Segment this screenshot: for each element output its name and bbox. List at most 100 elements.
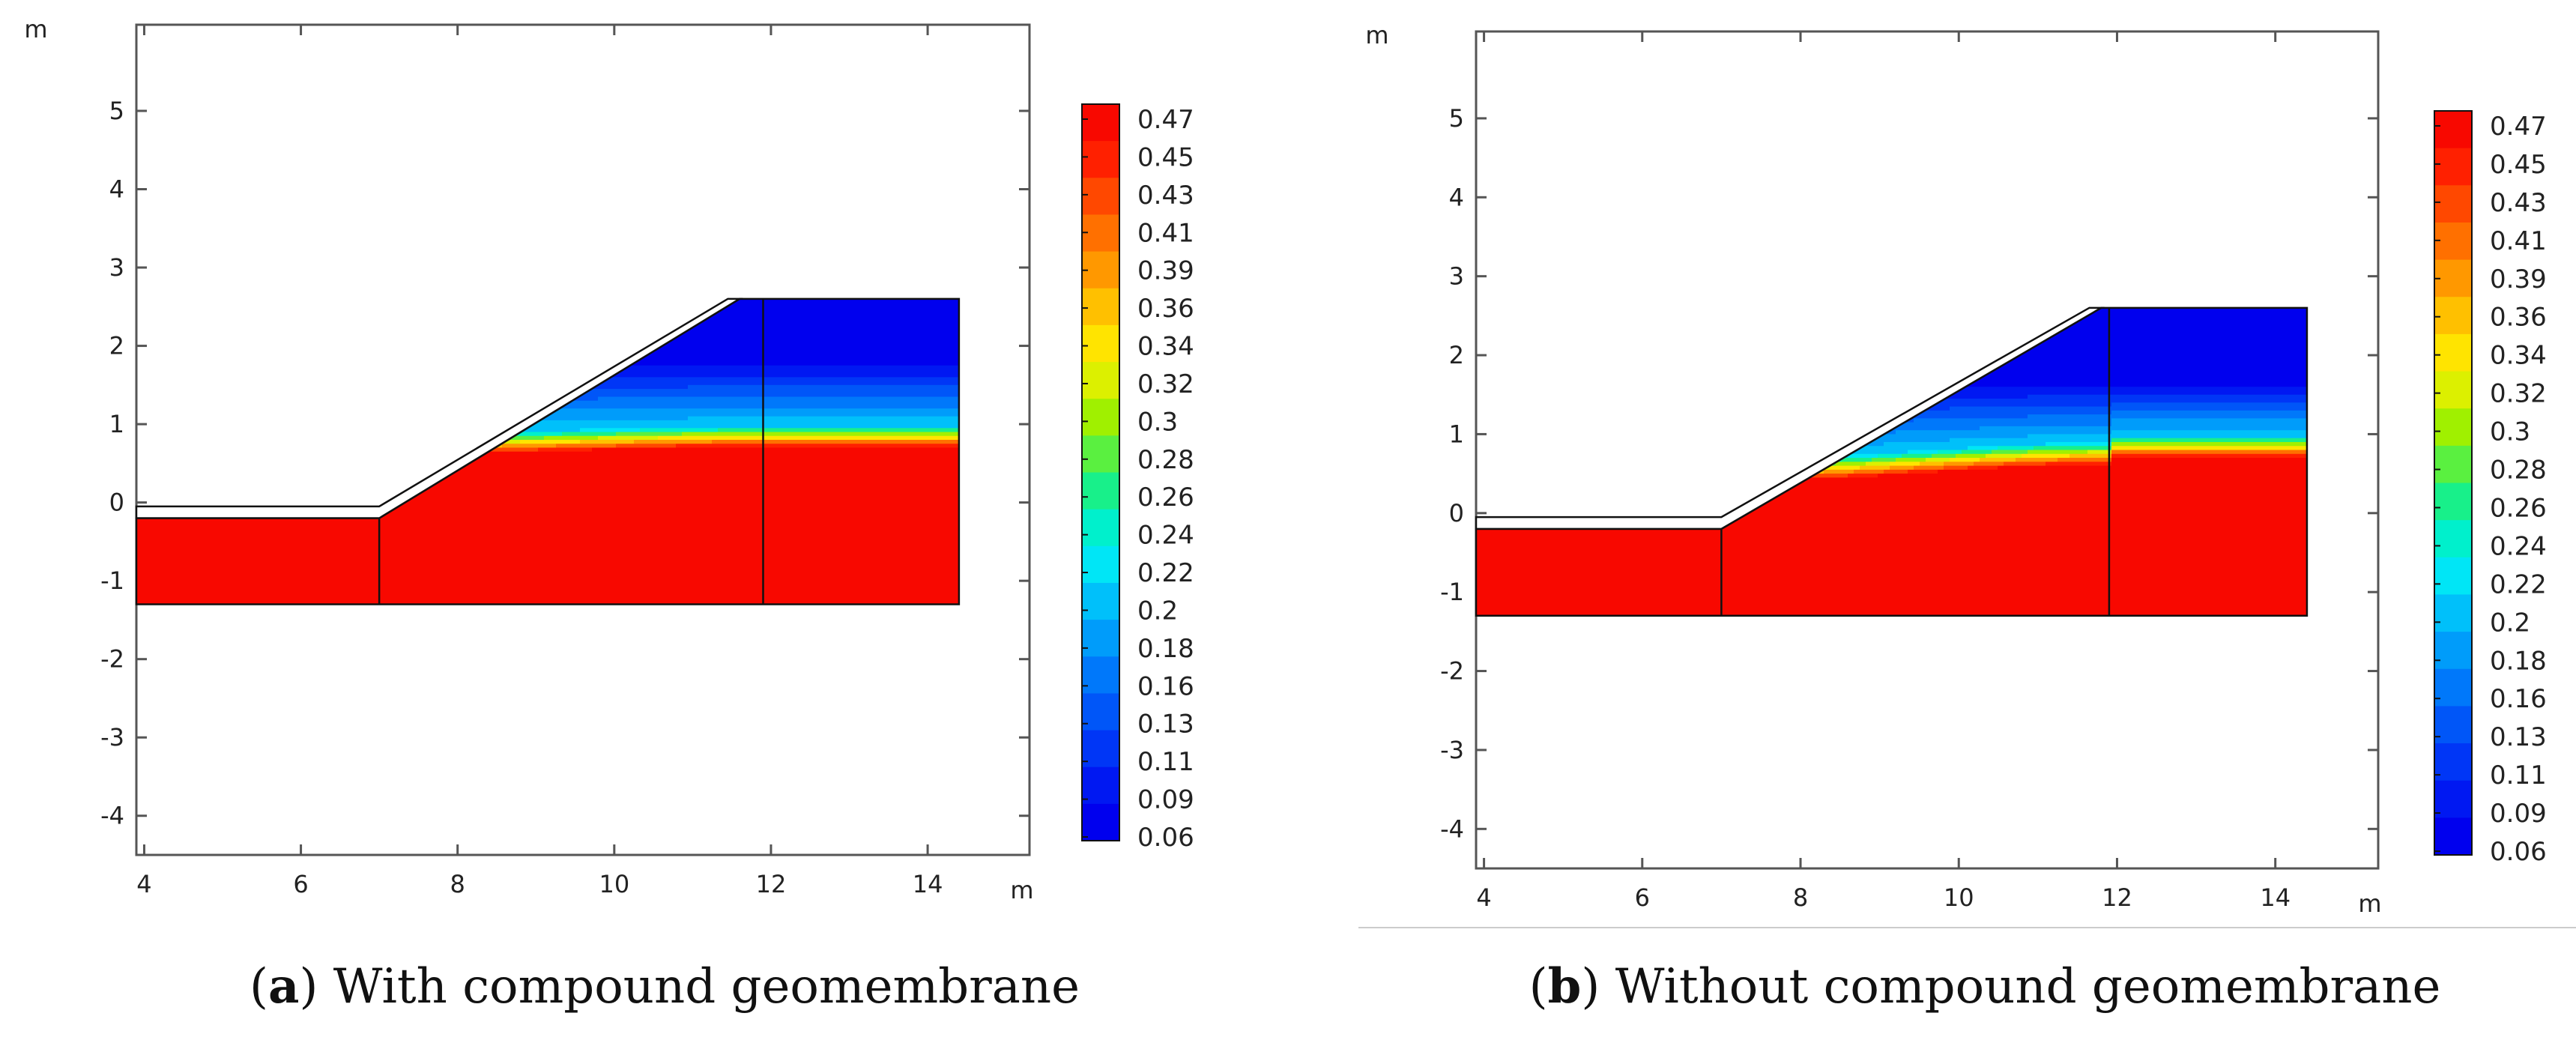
moisture-strip bbox=[1770, 477, 1777, 483]
moisture-strip bbox=[880, 396, 886, 410]
moisture-strip bbox=[694, 365, 701, 378]
moisture-strip bbox=[1734, 438, 1741, 451]
moisture-strip bbox=[772, 435, 778, 441]
moisture-strip bbox=[772, 377, 778, 386]
moisture-strip bbox=[2243, 453, 2250, 459]
moisture-strip bbox=[844, 416, 850, 429]
moisture-strip bbox=[904, 384, 910, 398]
moisture-strip bbox=[1884, 399, 1890, 411]
moisture-strip bbox=[706, 444, 713, 449]
moisture-strip bbox=[2279, 394, 2286, 404]
moisture-strip bbox=[412, 298, 419, 366]
moisture-strip bbox=[2093, 446, 2100, 451]
moisture-strip bbox=[400, 444, 407, 449]
moisture-strip bbox=[406, 298, 413, 366]
moisture-strip bbox=[1740, 450, 1747, 463]
moisture-strip bbox=[934, 416, 940, 429]
moisture-strip bbox=[616, 432, 623, 437]
moisture-strip bbox=[532, 365, 539, 378]
moisture-strip bbox=[562, 365, 569, 378]
moisture-strip bbox=[610, 447, 617, 605]
moisture-strip bbox=[2297, 418, 2304, 432]
moisture-strip bbox=[1866, 469, 1872, 475]
moisture-strip bbox=[2231, 402, 2238, 411]
moisture-strip bbox=[2255, 458, 2262, 616]
moisture-strip bbox=[1944, 469, 1950, 616]
moisture-strip bbox=[676, 389, 683, 398]
moisture-strip bbox=[730, 440, 737, 445]
moisture-strip bbox=[1770, 462, 1777, 467]
moisture-strip bbox=[328, 298, 335, 605]
moisture-strip bbox=[550, 435, 557, 441]
moisture-strip bbox=[2153, 430, 2160, 439]
moisture-strip bbox=[922, 365, 928, 378]
moisture-strip bbox=[2207, 410, 2214, 420]
colorbar-tick-label: 0.13 bbox=[1137, 710, 1194, 740]
moisture-strip bbox=[634, 444, 641, 449]
moisture-strip bbox=[766, 377, 773, 386]
colorbar: 0.470.450.430.410.390.360.340.320.30.280… bbox=[2434, 110, 2547, 867]
moisture-strip bbox=[1884, 453, 1890, 459]
moisture-strip bbox=[754, 428, 761, 433]
moisture-strip bbox=[2237, 402, 2244, 411]
moisture-strip bbox=[1980, 418, 1986, 427]
moisture-strip bbox=[2010, 438, 2016, 447]
moisture-strip bbox=[2231, 307, 2238, 388]
moisture-strip bbox=[424, 451, 431, 456]
moisture-strip bbox=[1974, 450, 1980, 455]
moisture-strip bbox=[2058, 458, 2064, 463]
moisture-strip bbox=[1992, 458, 1998, 463]
moisture-strip bbox=[2303, 387, 2307, 396]
moisture-strip bbox=[568, 432, 575, 437]
moisture-strip bbox=[2135, 450, 2142, 455]
moisture-strip bbox=[754, 365, 761, 378]
moisture-strip bbox=[616, 435, 623, 441]
moisture-strip bbox=[1872, 477, 1878, 616]
moisture-strip bbox=[2099, 465, 2106, 616]
moisture-strip bbox=[1806, 399, 1812, 411]
moisture-strip bbox=[886, 428, 892, 433]
colorbar-segment bbox=[2434, 817, 2472, 856]
moisture-strip bbox=[442, 389, 449, 402]
moisture-strip bbox=[604, 444, 611, 449]
moisture-strip bbox=[568, 444, 575, 449]
moisture-strip bbox=[466, 444, 473, 449]
moisture-strip bbox=[802, 384, 808, 398]
moisture-strip bbox=[2261, 438, 2268, 443]
moisture-strip bbox=[196, 298, 203, 605]
moisture-strip bbox=[898, 384, 904, 398]
moisture-strip bbox=[1854, 462, 1860, 467]
moisture-strip bbox=[646, 444, 653, 449]
moisture-strip bbox=[934, 396, 940, 410]
moisture-strip bbox=[1776, 450, 1783, 459]
moisture-strip bbox=[598, 396, 605, 410]
moisture-strip bbox=[1872, 474, 1878, 479]
moisture-strip bbox=[454, 389, 461, 402]
moisture-strip bbox=[2171, 446, 2178, 451]
moisture-strip bbox=[448, 424, 455, 433]
moisture-strip bbox=[1956, 399, 1962, 408]
moisture-strip bbox=[484, 412, 491, 426]
moisture-strip bbox=[1896, 307, 1902, 388]
moisture-strip bbox=[2177, 430, 2184, 439]
moisture-strip bbox=[820, 377, 826, 386]
moisture-strip bbox=[874, 440, 880, 445]
moisture-strip bbox=[1758, 474, 1765, 479]
moisture-strip bbox=[1776, 477, 1783, 483]
moisture-strip bbox=[2111, 430, 2118, 439]
moisture-strip bbox=[2255, 453, 2262, 459]
moisture-strip bbox=[1782, 438, 1789, 451]
moisture-strip bbox=[946, 432, 952, 437]
caption-close: ) bbox=[1581, 959, 1600, 1015]
moisture-strip bbox=[2123, 458, 2130, 616]
moisture-strip bbox=[1782, 469, 1789, 475]
moisture-strip bbox=[2034, 406, 2040, 416]
moisture-strip bbox=[622, 428, 629, 433]
moisture-strip bbox=[1740, 462, 1747, 467]
colorbar-tick-label: 0.16 bbox=[1137, 671, 1194, 701]
moisture-strip bbox=[478, 365, 485, 378]
moisture-strip bbox=[1926, 474, 1932, 616]
moisture-strip bbox=[1950, 458, 1956, 463]
moisture-strip bbox=[562, 444, 569, 449]
moisture-strip bbox=[2237, 458, 2244, 616]
